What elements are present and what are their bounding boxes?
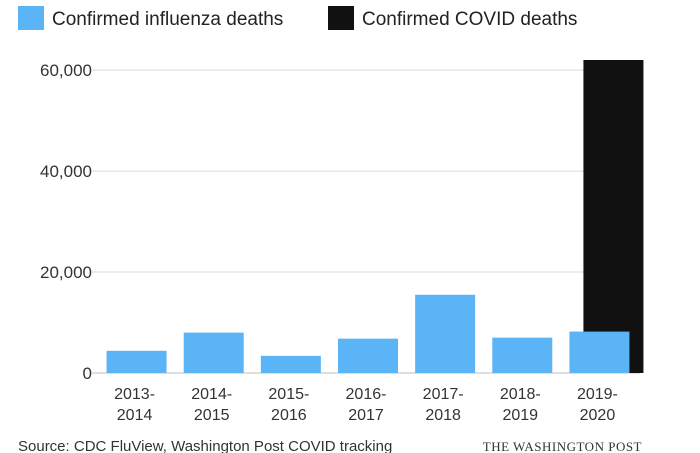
bar-influenza-0 [106,350,167,373]
x-tick-label: 2013-2014 [114,386,155,424]
x-axis-labels: 2013-2014 2014-2015 2015-2016 2016-2017 2017… [114,386,618,424]
x-tick-label: 2016-2017 [346,386,387,424]
legend: Confirmed influenza deaths Confirmed COVI… [18,6,577,30]
y-tick-label: 40,000 [40,162,92,181]
bar-influenza-1 [183,332,244,373]
bar-covid-6 [583,60,644,373]
legend-swatch [328,6,354,30]
bar-influenza-6 [569,331,630,373]
x-tick-label: 2019-2020 [577,386,618,424]
y-tick-label: 0 [83,364,92,383]
x-tick-label: 2017-2018 [423,386,464,424]
legend-item-covid: Confirmed COVID deaths [328,6,577,30]
y-axis-ticks: 0 20,000 40,000 60,000 [40,61,92,383]
legend-swatch [18,6,44,30]
bar-influenza-5 [492,337,553,373]
source-note: Source: CDC FluView, Washington Post COV… [18,438,392,453]
bar-influenza-3 [338,338,398,373]
y-tick-label: 60,000 [40,61,92,80]
legend-label: Confirmed COVID deaths [362,9,577,30]
bar-influenza-2 [260,355,321,373]
x-tick-label: 2015-2016 [268,386,309,424]
legend-label: Confirmed influenza deaths [52,9,283,30]
x-tick-label: 2018-2019 [500,386,541,424]
x-tick-label: 2014-2015 [191,386,232,424]
bar-influenza-4 [415,294,476,373]
bars [106,60,644,373]
y-tick-label: 20,000 [40,263,92,282]
gridlines [92,69,640,374]
legend-item-influenza: Confirmed influenza deaths [18,6,283,30]
publisher-credit: THE WASHINGTON POST [483,439,642,453]
